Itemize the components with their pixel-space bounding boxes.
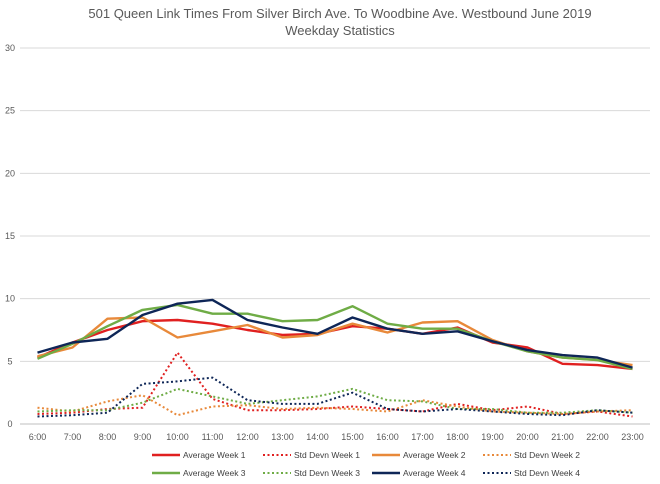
x-tick-label: 13:00 (271, 432, 294, 442)
y-tick-label: 5 (7, 356, 12, 366)
series-lines (37, 298, 633, 418)
x-tick-label: 7:00 (64, 432, 82, 442)
x-tick-label: 22:00 (586, 432, 609, 442)
x-tick-label: 6:00 (29, 432, 47, 442)
y-tick-label: 25 (5, 106, 15, 116)
series-line-std-devn-week-4 (37, 376, 633, 418)
chart-subtitle: Weekday Statistics (285, 23, 395, 38)
x-tick-label: 21:00 (551, 432, 574, 442)
chart-title: 501 Queen Link Times From Silver Birch A… (88, 6, 591, 21)
y-axis-ticks: 0 5 10 15 20 25 30 (5, 43, 15, 429)
series-line-average-week-4 (37, 298, 633, 369)
series-line-std-devn-week-3 (37, 387, 633, 414)
legend-label: Std Devn Week 4 (514, 468, 580, 478)
x-tick-label: 19:00 (481, 432, 504, 442)
x-tick-label: 23:00 (621, 432, 644, 442)
series-line-average-week-3 (37, 303, 633, 371)
legend-label: Average Week 2 (403, 450, 466, 460)
x-tick-label: 10:00 (166, 432, 189, 442)
y-tick-label: 0 (7, 419, 12, 429)
y-tick-label: 30 (5, 43, 15, 53)
legend-label: Std Devn Week 3 (294, 468, 360, 478)
gridlines (20, 47, 650, 425)
x-tick-label: 15:00 (341, 432, 364, 442)
y-tick-label: 20 (5, 168, 15, 178)
x-tick-label: 16:00 (376, 432, 399, 442)
x-tick-label: 14:00 (306, 432, 329, 442)
x-tick-label: 20:00 (516, 432, 539, 442)
legend: Average Week 1 Std Devn Week 1 Average Wee… (152, 450, 580, 478)
legend-label: Std Devn Week 1 (294, 450, 360, 460)
y-tick-label: 15 (5, 231, 15, 241)
x-tick-label: 9:00 (134, 432, 152, 442)
x-tick-label: 8:00 (99, 432, 117, 442)
series-line-std-devn-week-1 (37, 351, 633, 418)
legend-label: Average Week 4 (403, 468, 466, 478)
legend-label: Std Devn Week 2 (514, 450, 580, 460)
x-tick-label: 12:00 (236, 432, 259, 442)
legend-label: Average Week 1 (183, 450, 246, 460)
x-tick-label: 11:00 (202, 432, 224, 442)
x-tick-label: 17:00 (411, 432, 434, 442)
series-line-std-devn-week-2 (37, 394, 633, 417)
x-axis-ticks: 6:00 7:00 8:00 9:00 10:00 11:00 12:00 13:00 14:0… (29, 432, 644, 442)
legend-label: Average Week 3 (183, 468, 246, 478)
y-tick-label: 10 (5, 294, 15, 304)
x-tick-label: 18:00 (446, 432, 469, 442)
